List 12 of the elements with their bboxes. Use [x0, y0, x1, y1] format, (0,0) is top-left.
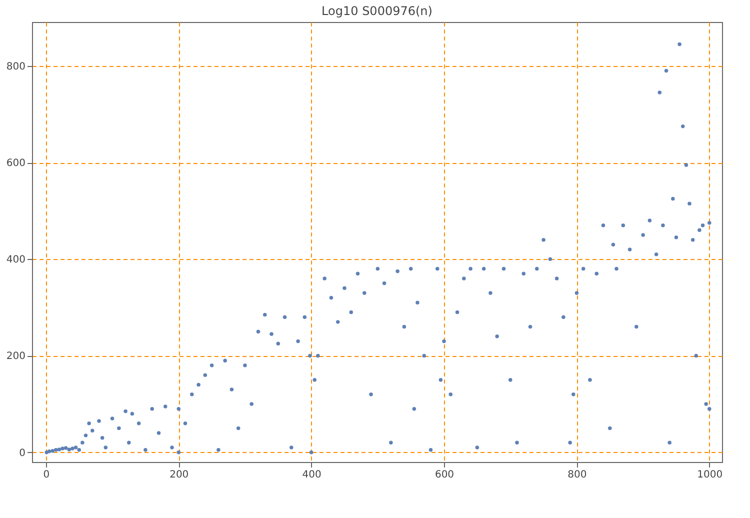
- x-tick-label: 200: [170, 470, 189, 480]
- y-tick-label: 400: [6, 254, 26, 266]
- y-tick-label: 600: [6, 158, 26, 170]
- x-tick-label: 1000: [697, 470, 723, 480]
- x-tick-label: 800: [568, 470, 587, 480]
- y-tick-label: 200: [6, 351, 26, 362]
- x-tick-label: 600: [434, 470, 454, 480]
- chart-title: Log10 S000976(n): [322, 4, 432, 18]
- x-tick-label: 0: [43, 470, 50, 480]
- x-tick-label: 400: [302, 470, 322, 480]
- y-tick-label: 0: [19, 448, 26, 459]
- y-tick-label: 800: [6, 61, 26, 72]
